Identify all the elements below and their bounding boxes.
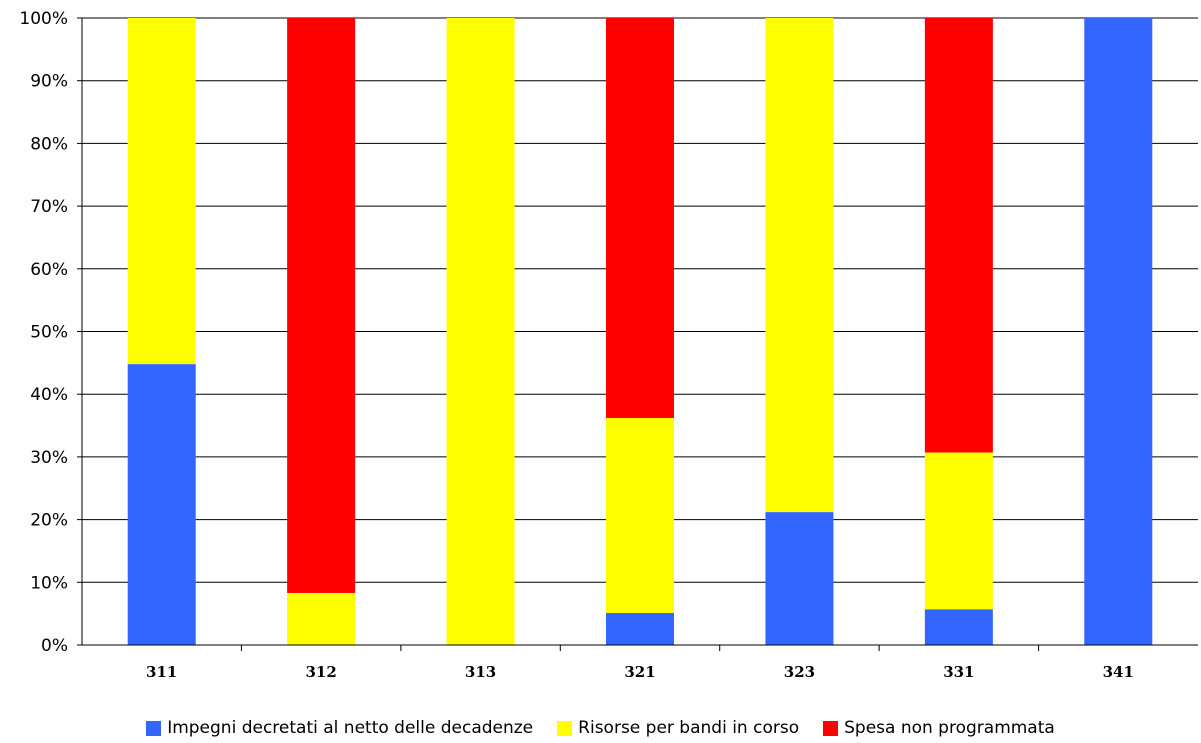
legend-item-impegni: Impegni decretati al netto delle decaden… — [146, 718, 533, 738]
y-tick-label: 60% — [30, 260, 68, 280]
bar-segment-312-2 — [287, 18, 356, 593]
bar-segment-321-2 — [606, 18, 674, 419]
x-tick-label-312: 312 — [305, 663, 336, 681]
x-tick-label-313: 313 — [465, 663, 496, 681]
legend-label-risorse: Risorse per bandi in corso — [578, 718, 800, 738]
bar-segment-331-1 — [924, 452, 993, 610]
y-tick-label: 100% — [19, 9, 68, 29]
bar-segment-331-2 — [924, 18, 993, 453]
bar-segment-323-1 — [765, 18, 834, 513]
y-tick-label: 20% — [30, 511, 68, 531]
legend: Impegni decretati al netto delle decaden… — [0, 714, 1201, 742]
y-tick-label: 80% — [30, 134, 68, 154]
bar-segment-312-1 — [287, 592, 356, 645]
y-tick-label: 30% — [30, 448, 68, 468]
bar-segment-331-0 — [924, 609, 993, 645]
bar-segment-321-0 — [606, 613, 674, 645]
x-tick-label-311: 311 — [146, 663, 177, 681]
bar-segment-311-0 — [127, 364, 196, 645]
x-tick-labels: 311 312 313 321 323 331 341 — [146, 663, 1134, 681]
bars — [127, 18, 1153, 645]
y-tick-label: 40% — [30, 385, 68, 405]
bar-segment-321-1 — [606, 418, 674, 614]
y-tick-label: 50% — [30, 323, 68, 343]
legend-label-impegni: Impegni decretati al netto delle decaden… — [167, 718, 534, 738]
y-tick-labels: 0% 10% 20% 30% 40% 50% 60% 70% 80% 90% 100% — [19, 9, 68, 656]
y-tick-label: 90% — [30, 72, 68, 92]
legend-item-risorse: Risorse per bandi in corso — [557, 718, 799, 738]
legend-swatch-impegni — [146, 720, 162, 736]
bar-segment-323-0 — [765, 512, 834, 645]
legend-label-spesa: Spesa non programmata — [844, 718, 1055, 738]
x-tick-label-331: 331 — [943, 663, 974, 681]
y-tick-label: 70% — [30, 197, 68, 217]
axes — [77, 17, 1198, 651]
bar-segment-311-1 — [127, 18, 196, 365]
y-tick-label: 0% — [41, 636, 68, 656]
legend-swatch-spesa — [823, 720, 839, 736]
x-tick-label-341: 341 — [1103, 663, 1134, 681]
x-tick-label-323: 323 — [784, 663, 815, 681]
x-tick-label-321: 321 — [624, 663, 655, 681]
legend-swatch-risorse — [557, 720, 573, 736]
y-tick-label: 10% — [30, 573, 68, 593]
legend-item-spesa: Spesa non programmata — [823, 718, 1055, 738]
bar-segment-341-0 — [1084, 18, 1153, 645]
bar-segment-313-1 — [446, 18, 515, 645]
